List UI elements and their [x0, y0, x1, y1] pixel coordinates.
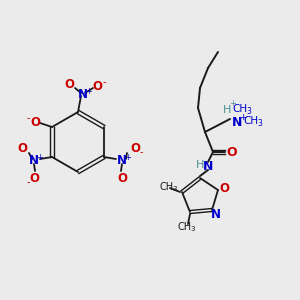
- Text: +: +: [239, 112, 247, 122]
- Text: +: +: [37, 152, 44, 161]
- Text: -: -: [26, 113, 30, 123]
- Text: -: -: [102, 77, 106, 87]
- Text: CH: CH: [243, 116, 259, 126]
- Text: O: O: [92, 80, 102, 92]
- Text: 3: 3: [247, 106, 251, 116]
- Text: CH: CH: [160, 182, 174, 192]
- Text: -: -: [139, 147, 143, 157]
- Text: N: N: [203, 160, 213, 173]
- Text: O: O: [64, 77, 74, 91]
- Text: O: O: [17, 142, 27, 154]
- Text: +: +: [124, 152, 131, 161]
- Text: O: O: [130, 142, 140, 154]
- Text: O: O: [30, 116, 40, 128]
- Text: O: O: [117, 172, 127, 184]
- Text: N: N: [211, 208, 221, 220]
- Text: -: -: [26, 177, 30, 187]
- Text: 3: 3: [173, 186, 177, 192]
- Text: H: H: [196, 160, 204, 170]
- Text: +: +: [230, 100, 236, 109]
- Text: 3: 3: [191, 226, 195, 232]
- Text: O: O: [29, 172, 39, 184]
- Text: N: N: [117, 154, 127, 167]
- Text: O: O: [227, 146, 237, 158]
- Text: N: N: [78, 88, 88, 101]
- Text: N: N: [29, 154, 39, 167]
- Text: O: O: [219, 182, 229, 194]
- Text: 3: 3: [258, 118, 262, 127]
- Text: +: +: [85, 86, 92, 95]
- Text: N: N: [232, 116, 242, 128]
- Text: CH: CH: [178, 222, 192, 232]
- Text: H: H: [223, 105, 231, 115]
- Text: CH: CH: [232, 104, 247, 114]
